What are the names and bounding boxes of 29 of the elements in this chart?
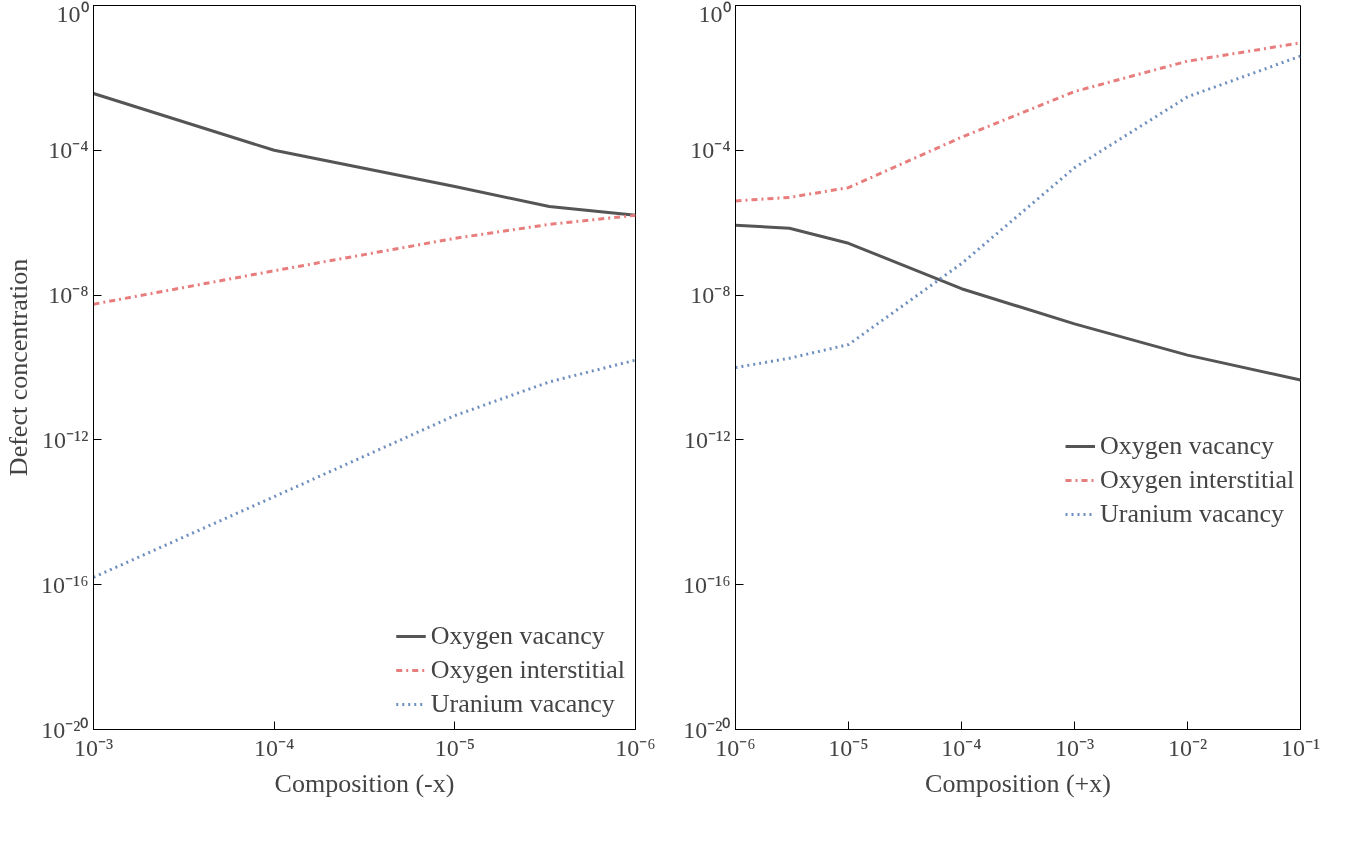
x-tick-label: 10⁻⁶ <box>615 734 656 761</box>
legend-label: Oxygen vacancy <box>430 621 605 651</box>
x-tick-label: 10⁻⁴ <box>941 734 982 761</box>
legend-label: Uranium vacancy <box>1100 499 1285 529</box>
x-tick-label: 10⁻³ <box>73 734 114 761</box>
x-tick-label: 10⁻³ <box>1054 734 1095 761</box>
legend-label: Uranium vacancy <box>430 689 615 719</box>
y-tick-label: 10⁻⁸ <box>690 282 731 309</box>
legend-label: Oxygen interstitial <box>1100 465 1295 495</box>
x-tick-label: 10⁻¹ <box>1280 734 1321 761</box>
y-tick-label: 10⁻⁸ <box>48 282 89 309</box>
legend-label: Oxygen vacancy <box>1100 431 1274 461</box>
y-tick-label: 10⁻¹⁶ <box>682 571 731 598</box>
x-axis-title: Composition (+x) <box>925 768 1111 798</box>
x-tick-label: 10⁻² <box>1167 734 1208 761</box>
y-tick-label: 10⁻¹⁶ <box>40 571 89 598</box>
y-tick-label: 10⁰ <box>56 0 89 27</box>
y-tick-label: 10⁰ <box>698 0 731 27</box>
y-tick-label: 10⁻¹² <box>684 426 731 453</box>
x-tick-label: 10⁻⁶ <box>715 734 756 761</box>
legend-label: Oxygen interstitial <box>430 655 625 685</box>
x-tick-label: 10⁻⁴ <box>253 734 295 761</box>
x-tick-label: 10⁻⁵ <box>434 734 476 761</box>
x-tick-label: 10⁻⁵ <box>828 734 869 761</box>
y-tick-label: 10⁻¹² <box>42 426 89 453</box>
y-axis-title: Defect concentration <box>3 258 33 477</box>
y-tick-label: 10⁻⁴ <box>690 137 731 164</box>
y-tick-label: 10⁻⁴ <box>48 137 89 164</box>
x-axis-title: Composition (-x) <box>274 768 455 798</box>
